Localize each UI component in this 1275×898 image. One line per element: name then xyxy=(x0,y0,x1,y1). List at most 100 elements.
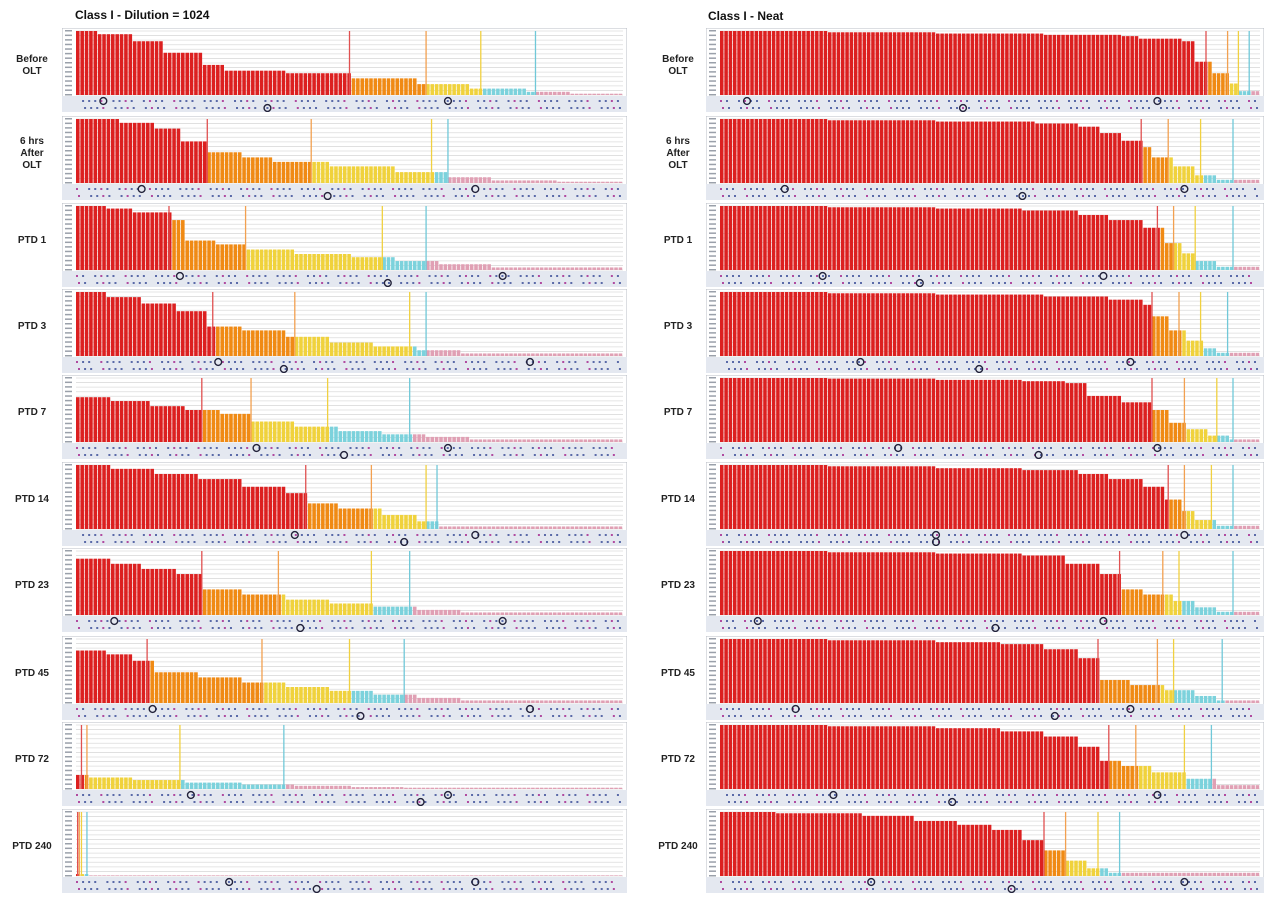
strip-label-mark xyxy=(436,627,439,629)
bar xyxy=(84,558,89,615)
bar xyxy=(858,207,862,270)
strip-label-mark xyxy=(349,275,352,277)
bar xyxy=(216,589,220,615)
strip-label-mark xyxy=(1206,275,1208,277)
bar xyxy=(1104,214,1109,270)
strip-label-mark xyxy=(1256,195,1258,197)
strip-label-mark xyxy=(738,100,740,102)
bar xyxy=(871,32,875,95)
bar xyxy=(618,612,623,615)
bar xyxy=(124,875,128,876)
bar xyxy=(587,93,592,95)
y-tick xyxy=(65,737,72,740)
bar xyxy=(360,690,365,703)
bar xyxy=(290,336,295,356)
bar xyxy=(146,568,150,615)
bar xyxy=(132,401,137,442)
strip-label-mark xyxy=(1058,107,1060,109)
strip-label-mark xyxy=(466,368,469,370)
bar xyxy=(557,787,561,789)
bar xyxy=(211,240,216,270)
bar xyxy=(1113,299,1117,356)
strip-label-mark xyxy=(1100,107,1102,109)
strip-label-mark xyxy=(586,534,589,536)
bar xyxy=(987,379,992,442)
strip-label-mark xyxy=(193,715,196,717)
bar xyxy=(189,875,194,876)
bar xyxy=(1169,243,1173,270)
strip-label-mark xyxy=(205,454,208,456)
dilution-panel xyxy=(62,289,627,373)
bar xyxy=(1177,422,1182,442)
strip-label-mark xyxy=(373,794,376,796)
strip-label-mark xyxy=(962,195,964,197)
bar xyxy=(154,473,159,529)
strip-label-mark xyxy=(1068,361,1070,363)
strip-label-mark xyxy=(90,454,93,456)
strip-label-mark xyxy=(852,188,854,190)
strip-label-mark xyxy=(473,888,476,890)
y-tick xyxy=(709,482,716,484)
strip-label-mark xyxy=(416,275,419,277)
bar xyxy=(776,206,780,270)
bar xyxy=(80,465,84,529)
strip-label-mark xyxy=(740,107,742,109)
strip-label-mark xyxy=(319,361,322,363)
bar xyxy=(482,353,487,356)
bar xyxy=(421,350,426,356)
strip-label-mark xyxy=(990,534,992,536)
label-strip xyxy=(706,184,1264,200)
bar xyxy=(1229,83,1234,95)
left-row-label: PTD 3 xyxy=(6,321,58,333)
strip-label-mark xyxy=(1200,447,1202,449)
strip-label-mark xyxy=(582,627,585,629)
strip-label-mark xyxy=(106,447,109,449)
y-tick xyxy=(709,259,716,262)
bar xyxy=(1234,352,1238,356)
strip-label-mark xyxy=(1140,275,1142,277)
strip-label-mark xyxy=(108,454,111,456)
strip-label-mark xyxy=(996,188,998,190)
bar xyxy=(1069,210,1074,270)
strip-label-mark xyxy=(1200,100,1202,102)
strip-label-mark xyxy=(278,282,281,284)
strip-label-mark xyxy=(513,188,516,190)
strip-label-mark xyxy=(776,368,778,370)
bar xyxy=(901,207,905,270)
strip-label-mark xyxy=(385,881,388,883)
y-tick xyxy=(65,71,72,73)
strip-label-mark xyxy=(381,888,384,890)
bar xyxy=(351,166,356,183)
strip-label-mark xyxy=(950,107,952,109)
bar xyxy=(202,479,207,529)
bar xyxy=(587,353,592,356)
bar xyxy=(1247,352,1251,356)
bar xyxy=(1134,479,1139,529)
bar xyxy=(1052,296,1057,356)
strip-label-mark xyxy=(956,541,958,543)
strip-label-mark xyxy=(860,541,862,543)
bar xyxy=(154,672,159,703)
bar xyxy=(84,465,89,529)
strip-label-mark xyxy=(497,801,500,803)
strip-label-mark xyxy=(616,620,619,622)
bar xyxy=(592,439,596,442)
strip-label-mark xyxy=(290,801,293,803)
bar xyxy=(1173,499,1178,529)
bar xyxy=(1126,220,1130,270)
bar xyxy=(974,121,979,183)
strip-label-mark xyxy=(586,361,589,363)
strip-label-mark xyxy=(155,881,158,883)
strip-label-mark xyxy=(1238,282,1240,284)
strip-label-mark xyxy=(290,627,293,629)
bar xyxy=(587,267,592,270)
bar xyxy=(426,350,430,356)
bar xyxy=(552,91,557,95)
bar xyxy=(224,244,229,270)
strip-label-mark xyxy=(148,534,151,536)
strip-label-mark xyxy=(142,881,145,883)
strip-label-mark xyxy=(406,282,409,284)
bar xyxy=(255,249,260,270)
strip-label-mark xyxy=(1124,454,1126,456)
bar xyxy=(478,526,483,529)
